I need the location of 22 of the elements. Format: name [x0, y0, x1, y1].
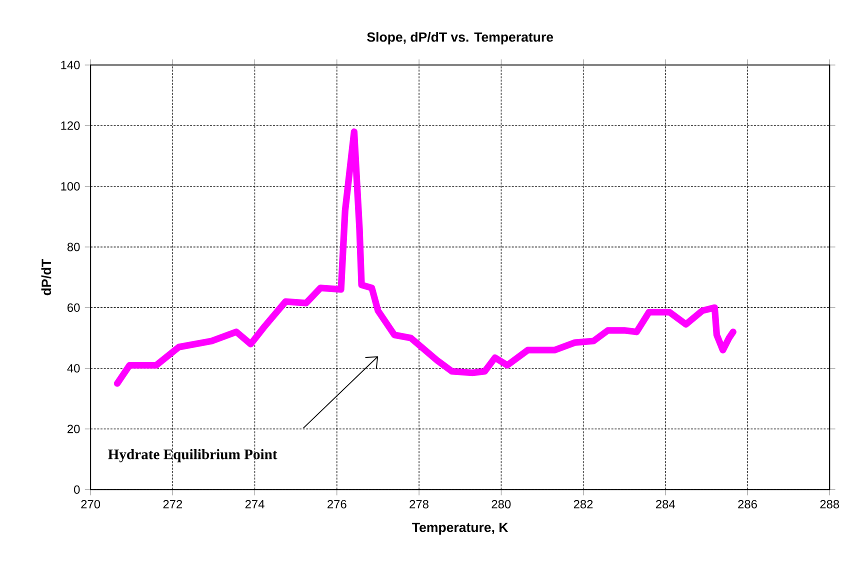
x-tick-label: 288	[820, 500, 840, 508]
annotation: Hydrate Equilibrium Point	[108, 448, 278, 462]
x-tick-label: 282	[574, 500, 593, 508]
x-axis-title: Temperature, K	[412, 522, 508, 535]
y-axis-title: dP/dT	[41, 258, 52, 296]
x-tick-label: 284	[656, 500, 675, 508]
chart-title: Slope, dP/dT vs. Temperature	[367, 32, 554, 44]
x-tick-label: 286	[738, 500, 757, 508]
y-tick-label: 20	[68, 424, 80, 434]
x-tick-label: 278	[410, 500, 428, 508]
y-tick-label: 140	[61, 60, 80, 70]
y-tick-label: 40	[67, 364, 80, 372]
y-tick-label: 0	[74, 485, 80, 494]
x-tick-label: 276	[328, 500, 346, 508]
y-tick-label: 100	[61, 182, 80, 190]
y-tick-label: 120	[61, 121, 80, 130]
y-tick-label: 80	[67, 242, 80, 252]
x-tick-label: 272	[163, 500, 182, 508]
x-tick-label: 270	[81, 500, 100, 508]
x-tick-label: 280	[492, 500, 511, 508]
x-tick-label: 274	[245, 500, 264, 508]
y-tick-label: 60	[68, 303, 80, 312]
